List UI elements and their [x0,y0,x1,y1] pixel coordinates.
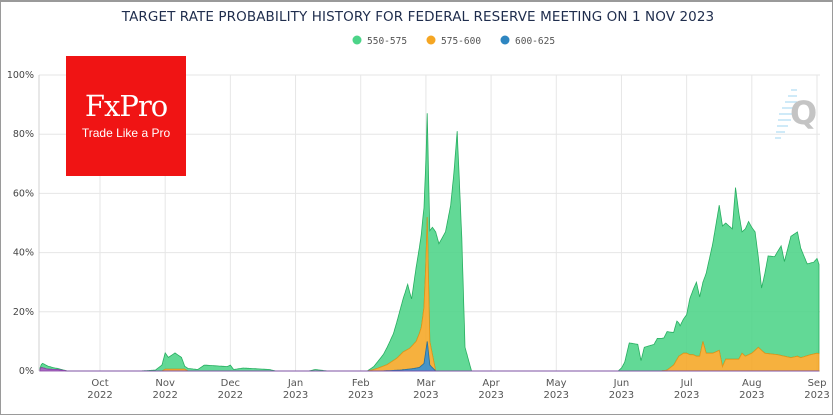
y-tick-label: 20% [13,307,34,318]
x-tick-year: 2023 [413,390,438,401]
x-tick-month: Jul [680,378,693,389]
x-tick-month: Oct [91,378,108,389]
x-tick-year: 2022 [218,390,243,401]
x-tick-month: Apr [482,378,500,389]
logo-tagline: Trade Like a Pro [81,126,171,140]
x-tick-month: Jun [613,378,630,389]
x-tick-year: 2023 [544,390,569,401]
legend-label[interactable]: 550-575 [367,36,407,47]
chart-title: TARGET RATE PROBABILITY HISTORY FOR FEDE… [121,9,714,25]
y-tick-label: 100% [7,70,34,81]
x-tick-month: Dec [221,378,240,389]
y-tick-label: 80% [13,129,34,140]
x-tick-year: 2023 [739,390,764,401]
x-tick-month: Nov [155,378,175,389]
x-tick-year: 2023 [478,390,503,401]
x-tick-year: 2023 [348,390,373,401]
x-tick-month: Jan [287,378,303,389]
x-tick-year: 2023 [609,390,634,401]
x-tick-month: Sep [808,378,827,389]
legend-marker [500,35,510,45]
legend-label[interactable]: 600-625 [515,36,555,47]
legend: 550-575 575-600 600-625 [352,35,555,47]
x-tick-year: 2023 [804,390,829,401]
legend-label[interactable]: 575-600 [441,36,481,47]
x-tick-month: Feb [352,378,370,389]
y-tick-label: 0% [19,366,34,377]
x-tick-year: 2022 [152,390,177,401]
x-tick-month: May [546,378,567,389]
y-axis: 0% 20% 40% 60% 80% 100% [7,70,34,377]
fxpro-logo: FxPro Trade Like a Pro [66,56,186,176]
area-other[interactable] [39,366,819,372]
x-axis: Oct2022Nov2022Dec2022Jan2023Feb2023Mar20… [87,378,829,401]
x-tick-month: Mar [416,378,436,389]
y-tick-label: 40% [13,248,34,259]
series-areas [39,113,820,372]
legend-marker [352,35,362,45]
legend-marker [426,35,436,45]
x-tick-year: 2022 [87,390,112,401]
x-tick-year: 2023 [283,390,308,401]
x-tick-month: Aug [742,378,762,389]
watermark-lines-icon [775,89,797,139]
y-tick-label: 60% [13,188,34,199]
logo-name: FxPro [84,89,168,123]
watermark-q-icon: Q [790,94,818,132]
x-tick-year: 2023 [674,390,699,401]
